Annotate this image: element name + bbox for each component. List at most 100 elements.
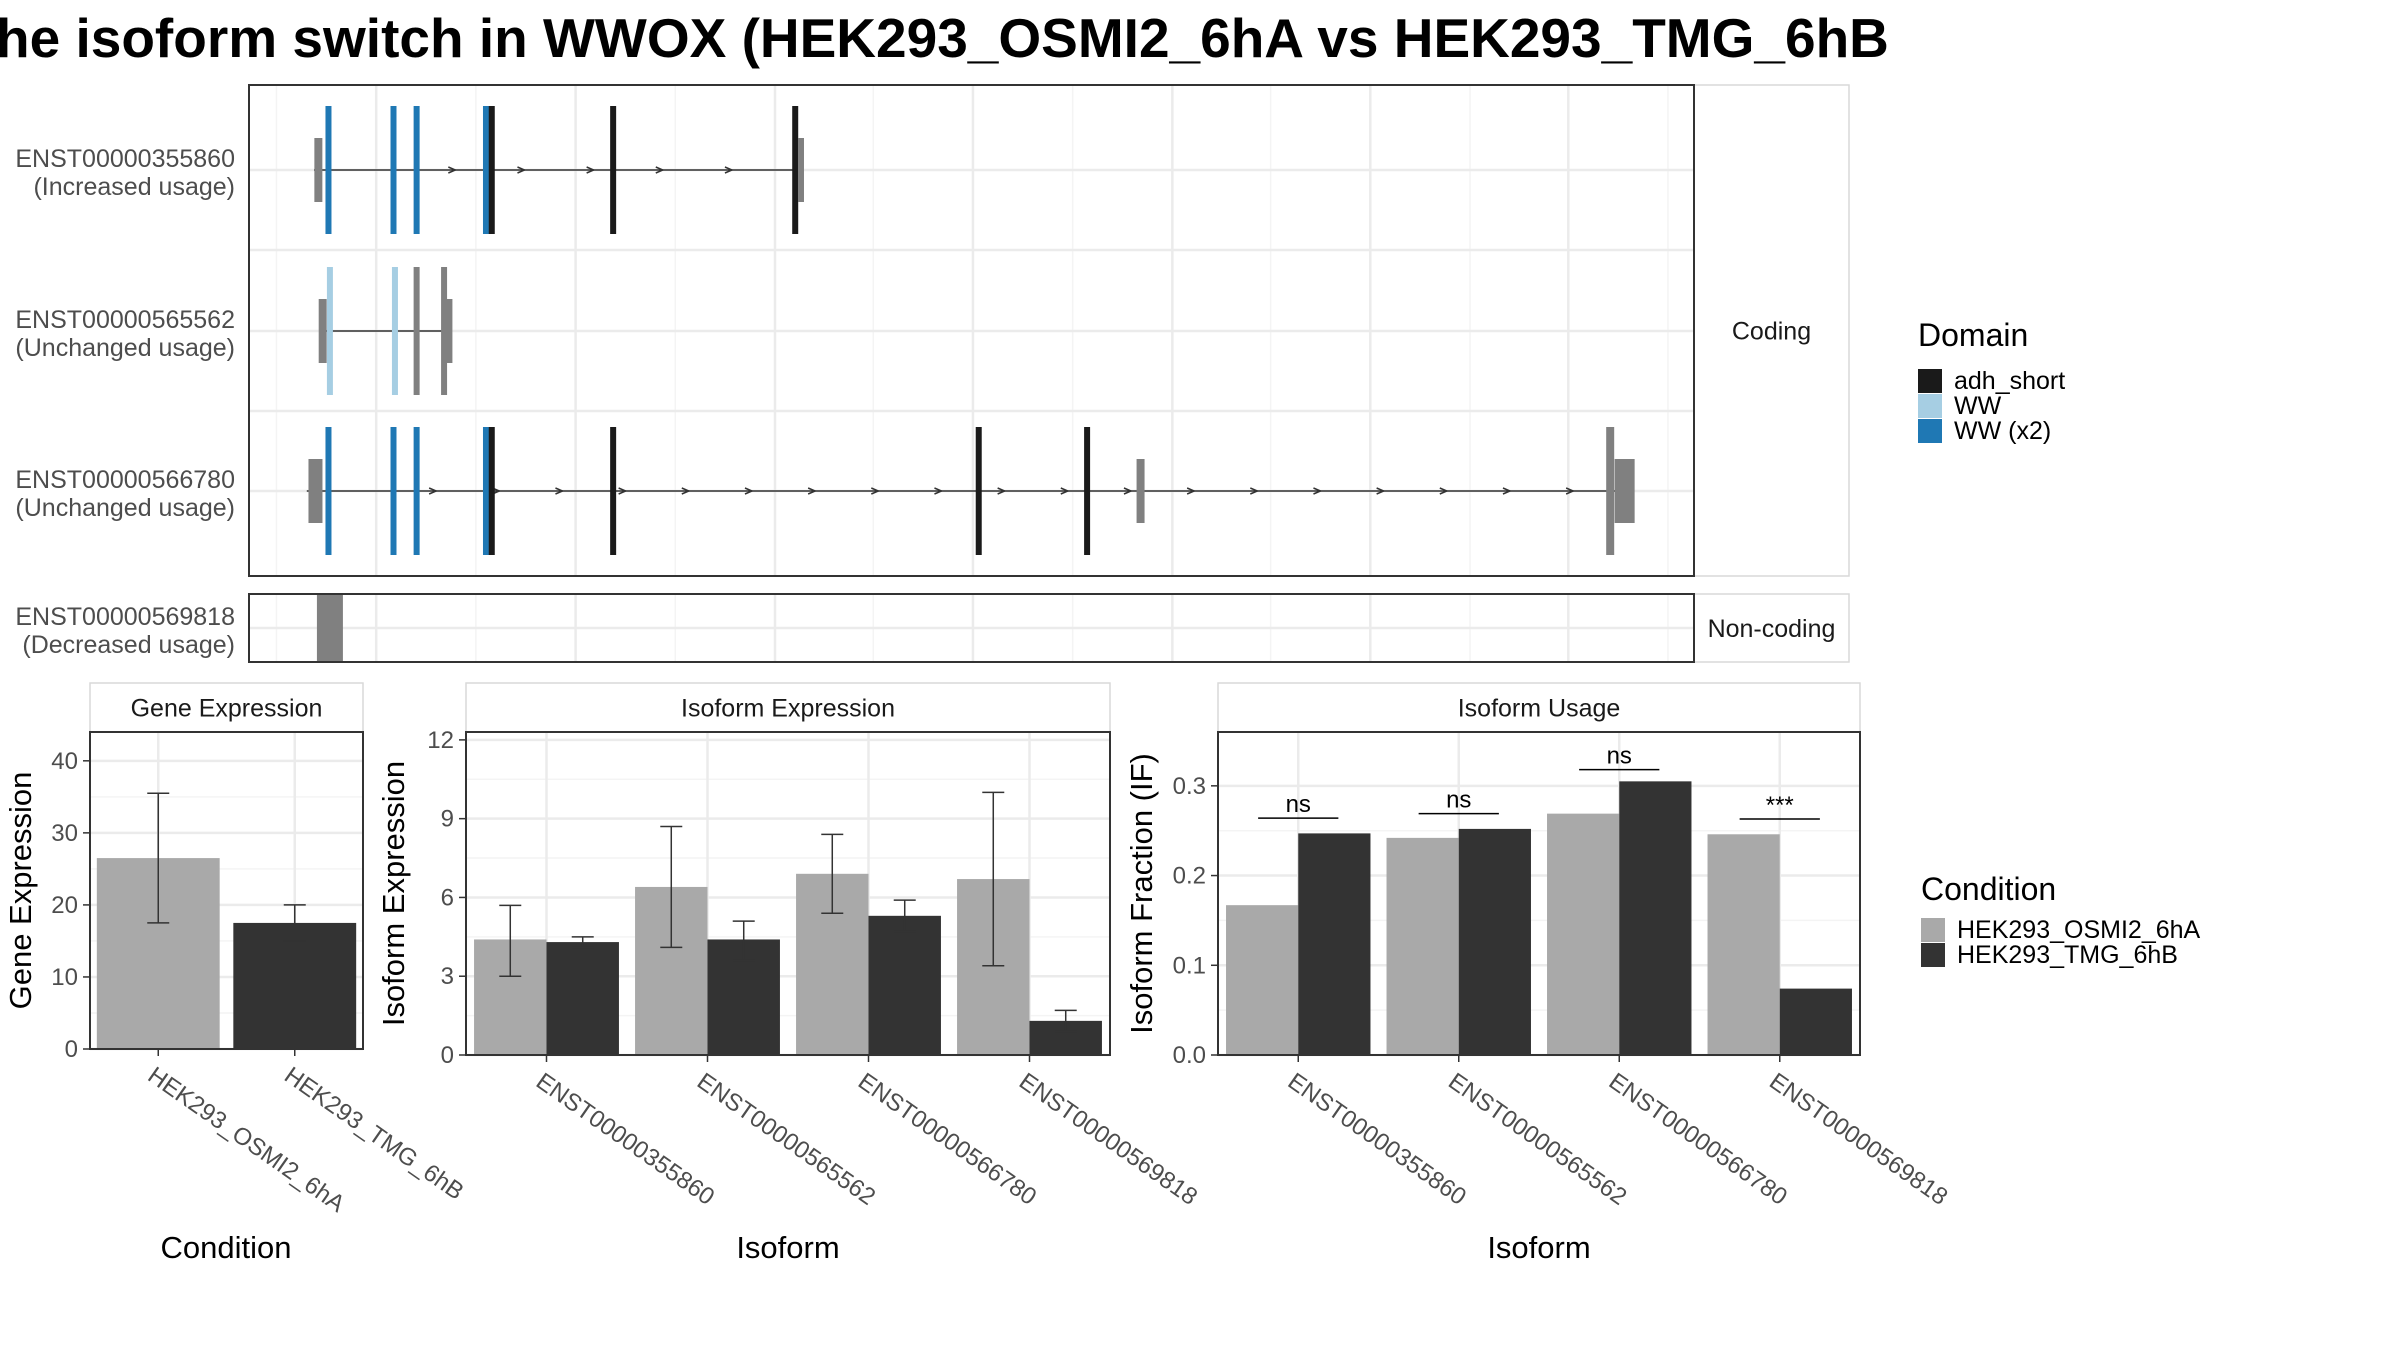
transcript-usage-label: (Unchanged usage) xyxy=(15,334,235,362)
y-axis-title: Isoform Fraction (IF) xyxy=(1124,753,1159,1034)
domain-legend-label: WW (x2) xyxy=(1954,417,2051,445)
direction-arrow xyxy=(997,487,1007,495)
condition-legend-key xyxy=(1921,918,1945,942)
domain-legend-label: adh_short xyxy=(1954,367,2065,395)
transcript-id-label: ENST00000565562 xyxy=(15,306,235,334)
domain-legend-key xyxy=(1918,394,1942,418)
exon-utr xyxy=(314,138,323,202)
facet-strip xyxy=(1693,84,1850,577)
exon-adhshort xyxy=(792,106,799,234)
exon-ww xyxy=(391,267,398,395)
direction-arrow xyxy=(555,487,565,495)
exon-adhshort xyxy=(488,427,495,555)
exon-utr xyxy=(1606,427,1615,555)
y-tick-label: 6 xyxy=(441,884,454,911)
panel-border xyxy=(248,593,1695,663)
y-axis-title: Isoform Expression xyxy=(376,761,411,1026)
figure-title: he isoform switch in WWOX (HEK293_OSMI2_… xyxy=(0,7,1889,69)
direction-arrow xyxy=(807,487,818,495)
condition-legend-label: HEK293_TMG_6hB xyxy=(1957,941,2178,969)
direction-arrow xyxy=(618,487,628,495)
direction-arrow xyxy=(655,166,665,174)
direction-arrow xyxy=(1123,487,1133,495)
plot-border xyxy=(465,731,1111,1056)
bar xyxy=(1458,828,1531,1055)
exon-wwx xyxy=(325,427,332,555)
direction-arrow xyxy=(934,487,944,495)
direction-arrow xyxy=(1250,487,1260,495)
bar xyxy=(1707,834,1780,1055)
exon-utr xyxy=(441,267,448,395)
gene-expression-chart: Gene Expression010203040HEK293_OSMI2_6hA… xyxy=(3,682,469,1265)
exon-utr xyxy=(308,459,323,523)
exon-wwx xyxy=(482,427,489,555)
bar xyxy=(233,922,357,1049)
gene-structure-plot: Coding ENST00000355860(Increased usage) EN… xyxy=(15,84,1850,663)
direction-arrow xyxy=(724,166,734,174)
x-axis-title: Condition xyxy=(161,1230,292,1265)
direction-arrow xyxy=(681,487,691,495)
chart-strip xyxy=(1217,682,1861,733)
exon-wwx xyxy=(482,106,489,234)
x-axis-title: Isoform xyxy=(736,1230,839,1265)
chart-title: Isoform Usage xyxy=(1458,695,1621,723)
exon-wwx xyxy=(413,427,420,555)
significance-label: ns xyxy=(1446,787,1471,814)
transcript-usage-label: (Decreased usage) xyxy=(22,631,235,659)
condition-legend-label: HEK293_OSMI2_6hA xyxy=(1957,916,2201,944)
exon-utr xyxy=(413,267,420,395)
y-axis-title: Gene Expression xyxy=(3,772,38,1010)
transcript-usage-label: (Increased usage) xyxy=(33,173,235,201)
direction-arrow xyxy=(428,487,439,495)
direction-arrow xyxy=(448,166,458,174)
exon-adhshort xyxy=(1084,427,1091,555)
y-tick-label: 3 xyxy=(441,963,454,990)
facet-label: Non-coding xyxy=(1708,615,1836,643)
exon-wwx xyxy=(413,106,420,234)
x-tick-label: ENST00000565562 xyxy=(692,1068,880,1211)
y-tick-label: 0.2 xyxy=(1173,863,1206,890)
exon-adhshort xyxy=(610,427,617,555)
y-tick-label: 9 xyxy=(441,806,454,833)
x-tick-label: ENST00000569818 xyxy=(1764,1068,1952,1211)
x-tick-label: ENST00000355860 xyxy=(531,1068,719,1211)
direction-arrow xyxy=(1439,487,1449,495)
y-tick-label: 0 xyxy=(441,1042,454,1069)
isoform-expression-chart: Isoform Expression036912ENST00000355860E… xyxy=(376,682,1202,1265)
chart-strip xyxy=(465,682,1111,733)
bar xyxy=(1386,837,1459,1055)
exon-utr xyxy=(1614,459,1635,523)
bar xyxy=(546,942,619,1055)
significance-label: *** xyxy=(1766,792,1794,819)
bar xyxy=(1779,988,1852,1055)
direction-arrow xyxy=(1313,487,1323,495)
direction-arrow xyxy=(1376,487,1386,495)
y-tick-label: 0.0 xyxy=(1173,1042,1206,1069)
direction-arrow xyxy=(517,166,527,174)
exon-wwx xyxy=(390,106,397,234)
exon-wwx xyxy=(390,427,397,555)
exon-adhshort xyxy=(975,427,982,555)
direction-arrow xyxy=(1502,487,1512,495)
plot-border xyxy=(89,731,364,1050)
y-tick-label: 10 xyxy=(51,964,78,991)
y-tick-label: 20 xyxy=(51,892,78,919)
y-tick-label: 0.1 xyxy=(1173,952,1206,979)
y-tick-label: 40 xyxy=(51,748,78,775)
exon-utr xyxy=(797,138,804,202)
x-tick-label: ENST00000566780 xyxy=(853,1068,1041,1211)
exon-utr xyxy=(444,299,453,363)
x-tick-label: ENST00000569818 xyxy=(1014,1068,1202,1211)
significance-label: ns xyxy=(1607,743,1632,770)
exon-adhshort xyxy=(610,106,617,234)
domain-legend-title: Domain xyxy=(1918,317,2028,353)
facet-label: Coding xyxy=(1732,318,1811,346)
direction-arrow xyxy=(586,166,596,174)
facet-strip xyxy=(1693,593,1850,663)
y-tick-label: 30 xyxy=(51,820,78,847)
exon-utr xyxy=(318,299,327,363)
bar xyxy=(1226,905,1299,1055)
